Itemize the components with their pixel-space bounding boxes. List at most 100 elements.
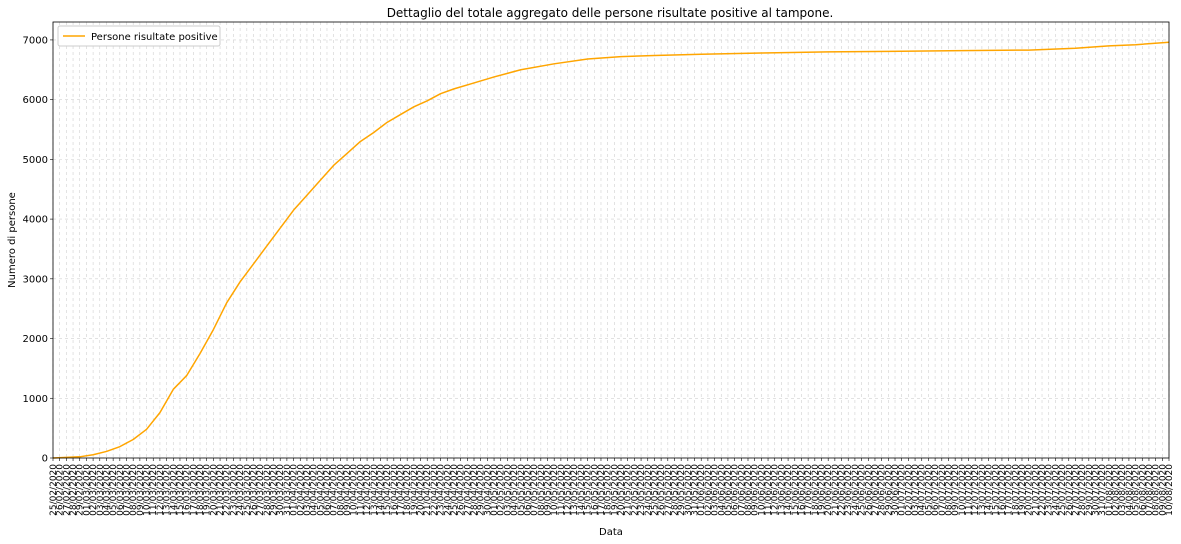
- x-tick-label: 29/06/2020: [884, 464, 894, 516]
- x-tick-label: 30/04/2020: [483, 464, 493, 516]
- x-tick-label: 04/07/2020: [918, 464, 928, 516]
- x-tick-label: 04/03/2020: [102, 464, 112, 516]
- x-tick-label: 03/05/2020: [503, 464, 513, 516]
- y-tick-label: 1000: [23, 394, 48, 405]
- x-tick-label: 14/06/2020: [784, 464, 794, 516]
- y-axis: 0 1000 2000 3000 4000 5000 6000 7000: [23, 35, 53, 465]
- x-tick-label: 10/04/2020: [350, 464, 360, 516]
- x-tick-label: 01/05/2020: [490, 464, 500, 516]
- x-tick-label: 17/07/2020: [1005, 464, 1015, 516]
- y-tick-label: 0: [42, 454, 48, 465]
- x-tick-label: 30/07/2020: [1091, 464, 1101, 516]
- x-tick-label: 09/04/2020: [343, 464, 353, 516]
- y-tick-label: 3000: [23, 274, 48, 285]
- x-tick-label: 11/04/2020: [356, 464, 366, 516]
- x-tick-label: 29/02/2020: [76, 464, 86, 516]
- x-tick-label: 09/07/2020: [951, 464, 961, 516]
- x-tick-label: 15/06/2020: [791, 464, 801, 516]
- x-tick-label: 22/05/2020: [630, 464, 640, 516]
- x-tick-label: 16/04/2020: [390, 464, 400, 516]
- x-tick-label: 20/07/2020: [1025, 464, 1035, 516]
- x-tick-label: 02/08/2020: [1112, 464, 1122, 516]
- x-tick-label: 28/03/2020: [263, 464, 273, 516]
- x-tick-label: 09/06/2020: [751, 464, 761, 516]
- x-tick-label: 23/04/2020: [437, 464, 447, 516]
- x-tick-label: 18/06/2020: [811, 464, 821, 516]
- x-tick-label: 14/03/2020: [169, 464, 179, 516]
- x-tick-label: 12/03/2020: [156, 464, 166, 516]
- x-tick-label: 29/04/2020: [477, 464, 487, 516]
- x-tick-label: 01/08/2020: [1105, 464, 1115, 516]
- x-tick-label: 30/05/2020: [684, 464, 694, 516]
- x-tick-label: 18/05/2020: [604, 464, 614, 516]
- x-tick-label: 06/08/2020: [1138, 464, 1148, 516]
- x-tick-label: 24/06/2020: [851, 464, 861, 516]
- x-tick-label: 04/08/2020: [1125, 464, 1135, 516]
- x-tick-label: 30/06/2020: [891, 464, 901, 516]
- x-tick-label: 06/04/2020: [323, 464, 333, 516]
- x-tick-label: 01/06/2020: [697, 464, 707, 516]
- x-tick-label: 19/04/2020: [410, 464, 420, 516]
- x-tick-label: 31/05/2020: [691, 464, 701, 516]
- x-tick-label: 05/04/2020: [316, 464, 326, 516]
- x-tick-label: 02/03/2020: [89, 464, 99, 516]
- x-tick-label: 08/04/2020: [336, 464, 346, 516]
- x-tick-label: 22/07/2020: [1038, 464, 1048, 516]
- x-tick-label: 11/06/2020: [764, 464, 774, 516]
- x-tick-label: 03/04/2020: [303, 464, 313, 516]
- x-tick-label: 13/03/2020: [163, 464, 173, 516]
- x-tick-label: 25/05/2020: [650, 464, 660, 516]
- x-tick-label: 08/03/2020: [129, 464, 139, 516]
- x-tick-label: 09/03/2020: [136, 464, 146, 516]
- x-tick-label: 26/02/2020: [56, 464, 66, 516]
- x-tick-label: 03/06/2020: [711, 464, 721, 516]
- x-tick-label: 05/03/2020: [109, 464, 119, 516]
- x-tick-label: 28/05/2020: [670, 464, 680, 516]
- x-tick-label: 12/06/2020: [771, 464, 781, 516]
- x-tick-label: 08/07/2020: [944, 464, 954, 516]
- y-tick-label: 5000: [23, 155, 48, 166]
- x-tick-label: 04/05/2020: [510, 464, 520, 516]
- x-tick-label: 02/05/2020: [497, 464, 507, 516]
- x-tick-label: 24/05/2020: [644, 464, 654, 516]
- x-tick-label: 13/05/2020: [570, 464, 580, 516]
- x-tick-label: 03/03/2020: [96, 464, 106, 516]
- x-tick-label: 01/07/2020: [898, 464, 908, 516]
- x-tick-label: 15/07/2020: [991, 464, 1001, 516]
- x-tick-label: 19/07/2020: [1018, 464, 1028, 516]
- y-axis-label: Numero di persone: [7, 192, 18, 288]
- x-tick-label: 18/03/2020: [196, 464, 206, 516]
- x-tick-label: 22/03/2020: [223, 464, 233, 516]
- x-tick-label: 29/05/2020: [677, 464, 687, 516]
- x-tick-label: 01/03/2020: [82, 464, 92, 516]
- x-tick-label: 10/06/2020: [757, 464, 767, 516]
- x-tick-label: 04/06/2020: [717, 464, 727, 516]
- x-tick-label: 23/05/2020: [637, 464, 647, 516]
- x-tick-label: 07/05/2020: [530, 464, 540, 516]
- x-tick-label: 03/07/2020: [911, 464, 921, 516]
- x-tick-label: 26/06/2020: [864, 464, 874, 516]
- x-tick-label: 15/03/2020: [176, 464, 186, 516]
- x-tick-label: 11/07/2020: [965, 464, 975, 516]
- x-tick-label: 31/03/2020: [283, 464, 293, 516]
- x-tick-label: 06/07/2020: [931, 464, 941, 516]
- x-tick-label: 08/05/2020: [537, 464, 547, 516]
- x-tick-label: 10/05/2020: [550, 464, 560, 516]
- x-tick-label: 12/07/2020: [971, 464, 981, 516]
- x-tick-label: 21/07/2020: [1031, 464, 1041, 516]
- x-tick-label: 10/07/2020: [958, 464, 968, 516]
- x-tick-label: 15/04/2020: [383, 464, 393, 516]
- x-tick-label: 21/03/2020: [216, 464, 226, 516]
- x-tick-label: 29/03/2020: [270, 464, 280, 516]
- x-tick-label: 06/05/2020: [523, 464, 533, 516]
- x-tick-label: 19/05/2020: [610, 464, 620, 516]
- x-tick-label: 28/04/2020: [470, 464, 480, 516]
- series-layer: [52, 41, 1170, 459]
- x-tick-label: 08/06/2020: [744, 464, 754, 516]
- x-tick-label: 27/02/2020: [62, 464, 72, 516]
- x-tick-label: 07/03/2020: [123, 464, 133, 516]
- x-tick-label: 23/03/2020: [229, 464, 239, 516]
- x-tick-label: 08/08/2020: [1152, 464, 1162, 516]
- x-tick-label: 21/06/2020: [831, 464, 841, 516]
- x-tick-label: 10/08/2020: [1165, 464, 1175, 516]
